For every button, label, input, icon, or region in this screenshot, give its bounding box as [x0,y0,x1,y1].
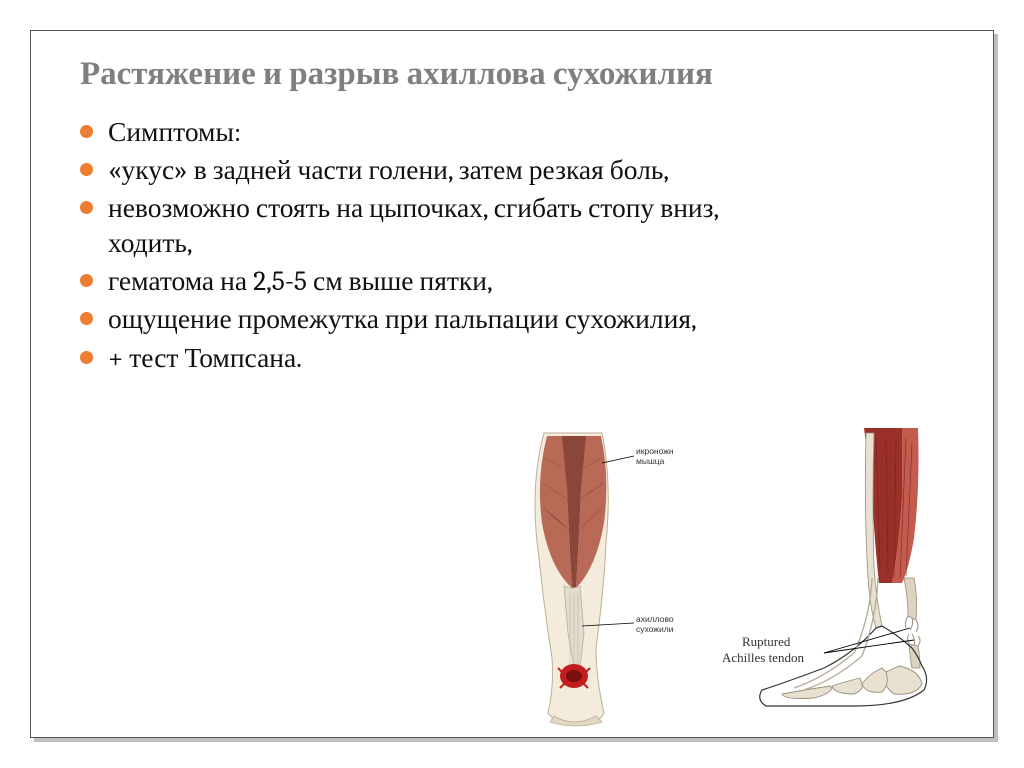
bullet-list: Симптомы: «укус» в задней части голени, … [25,115,750,376]
label-achilles-tendon: Achilles tendon [722,650,804,665]
label-gastrocnemius: икроножная [636,446,674,456]
list-item: гематома на 2,5-5 см выше пятки, [80,264,750,298]
label-achilles-2: сухожилие [636,624,674,634]
ankle-lateral-icon: Ruptured Achilles tendon [704,428,964,728]
slide: Растяжение и разрыв ахиллова сухожилия С… [0,0,1024,768]
list-item: Симптомы: [80,115,750,149]
figure-lateral-ankle: Ruptured Achilles tendon [704,428,964,728]
slide-title: Растяжение и разрыв ахиллова сухожилия [80,55,999,95]
figures-row: икроножная мышца ахиллово сухожилие [484,428,964,728]
label-ruptured: Ruptured [742,634,791,649]
calf-posterior-icon: икроножная мышца ахиллово сухожилие [484,428,674,728]
label-achilles: ахиллово [636,614,674,624]
list-item: ощущение промежутка при пальпации сухожи… [80,302,750,336]
label-gastrocnemius-2: мышца [636,456,665,466]
list-item: «укус» в задней части голени, затем резк… [80,153,750,187]
list-item: + тест Томпсана. [80,341,750,375]
list-item: невозможно стоять на цыпочках, сгибать с… [80,191,750,260]
figure-posterior-calf: икроножная мышца ахиллово сухожилие [484,428,674,728]
